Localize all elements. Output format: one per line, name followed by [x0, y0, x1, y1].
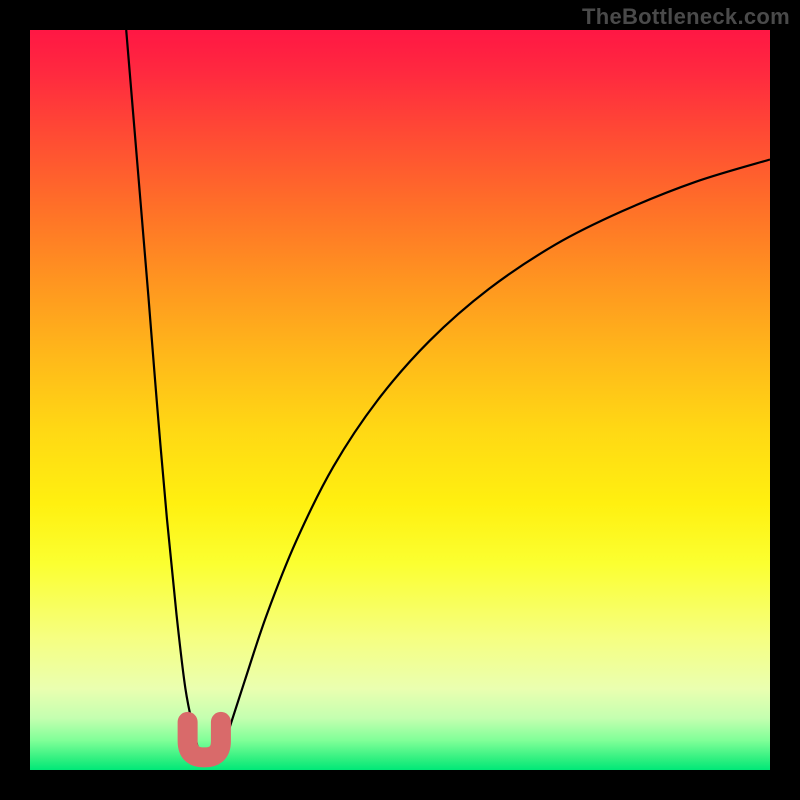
plot-background-gradient: [30, 30, 770, 770]
chart-container: TheBottleneck.com: [0, 0, 800, 800]
watermark-text: TheBottleneck.com: [582, 4, 790, 30]
bottleneck-chart: [0, 0, 800, 800]
